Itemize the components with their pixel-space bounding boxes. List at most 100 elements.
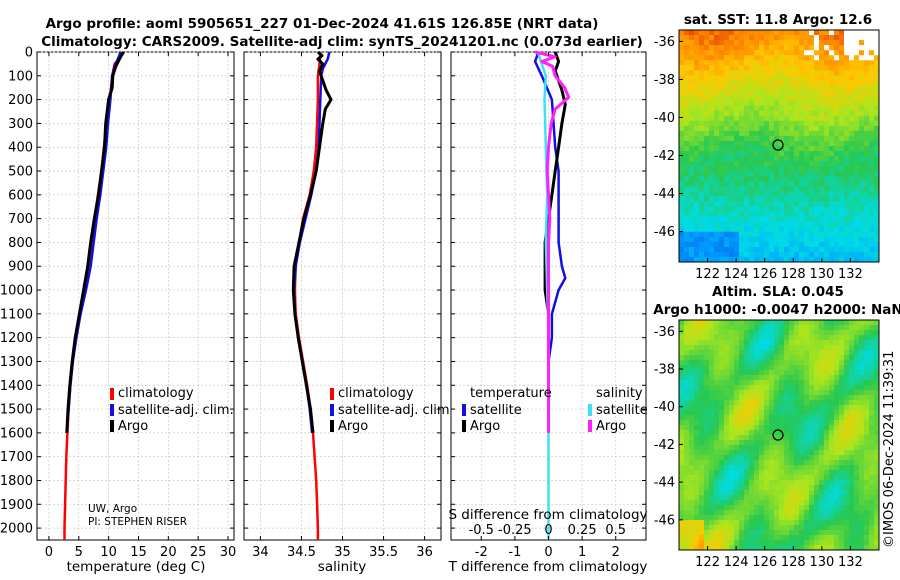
m1-cells-cell (679, 211, 685, 218)
m2-cells-cell (699, 340, 705, 346)
m2-cells-cell (759, 430, 765, 436)
m2-cells-cell (769, 430, 775, 436)
m2-cells-cell (784, 355, 790, 361)
m1-cells-cell (739, 85, 745, 91)
m1-cells-cell (864, 156, 870, 162)
m2-cells-cell (764, 545, 770, 551)
m1-cells-cell (854, 105, 860, 112)
m2-cells-cell (874, 540, 880, 546)
m1-cells-cell (719, 30, 725, 36)
m2-cells-cell (839, 475, 845, 481)
m2-cells-cell (744, 495, 750, 501)
m2-cells-cell (804, 325, 810, 331)
m1-cells-cell (719, 251, 725, 258)
m1-cells-cell (699, 251, 705, 258)
m1-cells-cell (849, 140, 855, 147)
m2-cells-cell (679, 455, 685, 461)
m2-cells-cell (754, 525, 760, 531)
m2-cells-cell (864, 390, 870, 396)
m1-cells-cell (869, 80, 875, 86)
m1-cells-cell (689, 191, 695, 197)
m1-cells-cell (824, 211, 830, 218)
m2-cells-cell (689, 320, 695, 326)
m1-cells-cell (729, 80, 735, 86)
m2-cells-cell (874, 535, 880, 541)
m1-cells-cell (694, 196, 700, 202)
m1-cells-cell (764, 241, 770, 248)
m2-cells-cell (824, 465, 830, 471)
m2-cells-cell (854, 495, 860, 501)
m1-cells-cell (734, 110, 740, 117)
m1-cells-cell (744, 110, 750, 117)
m2-cells-cell (794, 360, 800, 366)
m1-cells-cell (714, 30, 720, 36)
m1-cells-cell (759, 151, 765, 157)
m1-cells-cell (729, 115, 735, 122)
m2-cells-cell (734, 470, 740, 476)
m2-cells-cell (754, 400, 760, 406)
m1-cells-cell (739, 45, 745, 51)
m2-cells-cell (764, 345, 770, 351)
m2-cells-cell (694, 545, 700, 551)
m2-cells-cell (849, 395, 855, 401)
m2-cells-cell (844, 440, 850, 446)
m2-cells-cell (779, 400, 785, 406)
m1-cells-cell (714, 75, 720, 81)
m1-cells-cell (749, 85, 755, 91)
m2-cells-cell (849, 535, 855, 541)
m2-cells-cell (874, 440, 880, 446)
m2-cells-cell (774, 435, 780, 441)
m1-cells-cell (719, 181, 725, 187)
m2-cells-cell (709, 345, 715, 351)
m1-cells-cell (749, 115, 755, 122)
m1-cells-cell (684, 105, 690, 112)
m2-cells-cell (684, 435, 690, 441)
m2-cells-cell (764, 490, 770, 496)
m1-cells-cell (689, 100, 695, 107)
m2-cells-cell (754, 335, 760, 341)
m1-cells-cell (859, 156, 865, 162)
m2-cells-cell (694, 525, 700, 531)
m1-cells-cell (724, 246, 730, 253)
m2-cells-cell (769, 330, 775, 336)
m2-cells-cell (864, 440, 870, 446)
m1-cells-cell (809, 100, 815, 107)
m2-cells-cell (784, 500, 790, 506)
m2-cells-cell (794, 420, 800, 426)
m1-cells-cell (864, 95, 870, 102)
m2-cells-cell (834, 460, 840, 466)
m1-cells-cell (739, 241, 745, 248)
m2-cells-cell (719, 325, 725, 331)
m2-cells-cell (869, 400, 875, 406)
m1-cells-cell (714, 211, 720, 218)
m1-cells-cell (809, 161, 815, 167)
m2-cells-cell (714, 380, 720, 386)
m1-cells-cell (684, 186, 690, 192)
m2-cells-cell (819, 495, 825, 501)
m2-cells-cell (764, 335, 770, 341)
m1-cells-cell (679, 90, 685, 96)
m2-cells-cell (804, 375, 810, 381)
m2-cells-cell (734, 475, 740, 481)
m2-cells-cell (799, 385, 805, 391)
m2-cells-cell (704, 505, 710, 511)
m1-cells-cell (809, 35, 815, 41)
m2-cells-cell (859, 320, 865, 326)
m1-cells-cell (729, 206, 735, 212)
m1-cells-cell (769, 186, 775, 192)
m1-cells-cell (784, 135, 790, 142)
m2-cells-cell (679, 410, 685, 416)
m1-cells-cell (769, 85, 775, 91)
m1-cells-cell (744, 90, 750, 96)
m1-cells-cell (874, 151, 880, 157)
m1-cells-cell (849, 110, 855, 117)
m2-cells-cell (694, 530, 700, 536)
m1-cells-cell (734, 35, 740, 41)
m1-cells-cell (814, 196, 820, 202)
depth-tick-label: 700 (8, 212, 33, 227)
legend-swatch-temp-satellite (462, 404, 466, 416)
m1-cells-cell (864, 135, 870, 142)
m2-cells-cell (809, 445, 815, 451)
m2-cells-cell (724, 545, 730, 551)
